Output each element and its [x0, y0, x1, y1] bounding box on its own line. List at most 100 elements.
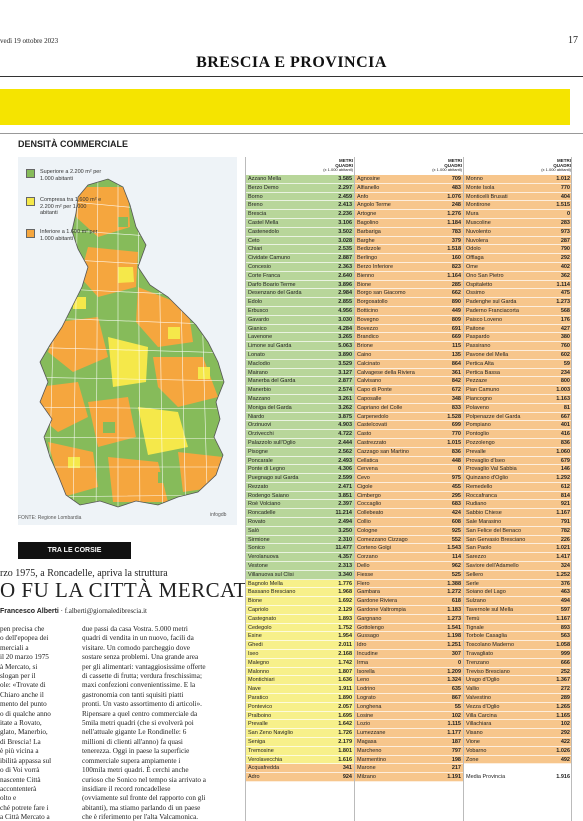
municipality-name: Gavardo: [248, 316, 270, 323]
density-value: 842: [451, 378, 461, 385]
municipality-name: Ghedi: [248, 642, 263, 649]
table-row: Pertica Alta 59: [464, 359, 572, 369]
table-row: Serle 376: [464, 579, 572, 589]
table-row: Cimbergo 295: [355, 491, 463, 501]
density-value: 797: [451, 747, 461, 754]
municipality-name: Paratico: [248, 695, 269, 702]
article-line: glato, Manerbio,: [0, 728, 48, 737]
municipality-name: Rezzato: [248, 483, 269, 490]
table-row: Pavone del Mella 602: [464, 350, 572, 360]
table-row: Pian Camuno 1.003: [464, 386, 572, 395]
municipality-name: Esine: [248, 633, 262, 640]
density-value: 973: [560, 228, 570, 235]
table-row: Poncarale 2.493: [246, 456, 354, 466]
density-value: 4.903: [338, 422, 352, 429]
municipality-name: Barbariga: [357, 228, 381, 235]
table-1-header: METRI QUADRI (x 1.000 abitanti): [323, 158, 353, 173]
municipality-name: Breno: [248, 202, 263, 209]
density-value: 1.114: [556, 281, 570, 288]
municipality-name: Treviso Bresciano: [466, 668, 510, 675]
municipality-name: Chiari: [248, 246, 263, 253]
density-value: 618: [451, 598, 461, 605]
table-row: Calcinato 864: [355, 359, 463, 369]
table-row: Mairano 3.127: [246, 368, 354, 378]
table-row: Bione 285: [355, 280, 463, 290]
municipality-name: Roè Volciano: [248, 501, 281, 508]
table-row: Ghedi 2.011: [246, 641, 354, 651]
municipality-name: Pompiano: [466, 422, 491, 429]
table-row: Passirano 760: [464, 342, 572, 351]
density-value: 2.168: [338, 651, 352, 658]
table-row: Media Provincia 1.916: [464, 773, 572, 782]
table-row: Corzano 114: [355, 553, 463, 563]
density-value: 1.528: [447, 413, 461, 420]
table-row: Mura 0: [464, 210, 572, 219]
density-value: 1.265: [556, 703, 570, 710]
density-value: 427: [560, 325, 570, 332]
table-row: Concesio 2.363: [246, 262, 354, 272]
density-value: 1.541: [447, 624, 461, 631]
table-row: [464, 764, 572, 774]
table-row: Gavardo 3.030: [246, 315, 354, 325]
table-row: Bagnolo Mella 1.776: [246, 579, 354, 589]
density-value: 4.956: [338, 307, 352, 314]
municipality-name: Cedegolo: [248, 624, 272, 631]
article-line: ché potrete fare i: [0, 803, 49, 812]
table-row: Verolavecchia 1.616: [246, 755, 354, 765]
legend-high-label: Superiore a 2.200 m² per 1.000 abitanti: [40, 169, 102, 182]
municipality-name: Castelcovati: [357, 422, 387, 429]
table-row: Visano 292: [464, 729, 572, 738]
municipality-name: Coccaglio: [357, 501, 382, 508]
table-row: Cigole 455: [355, 482, 463, 492]
municipality-name: Dello: [357, 563, 370, 570]
municipality-name: Vione: [466, 739, 480, 745]
table-row: Montichiari 1.636: [246, 676, 354, 686]
density-value: 809: [451, 316, 461, 323]
table-row: Tavernole sul Mella 597: [464, 606, 572, 615]
municipality-name: Vobarno: [466, 747, 487, 754]
table-row: Sale Marasino 791: [464, 518, 572, 527]
table-row: Gottolengo 1.541: [355, 623, 463, 633]
municipality-name: Capo di Ponte: [357, 387, 392, 394]
table-row: Villanuova sul Clisi 3.340: [246, 570, 354, 580]
density-value: 790: [560, 246, 570, 253]
table-row: Marone 217: [355, 764, 463, 774]
municipality-name: Prevalle: [248, 721, 268, 728]
municipality-name: Limone sul Garda: [248, 343, 292, 350]
table-row: Cividate Camuno 2.887: [246, 254, 354, 263]
density-value: 1.026: [556, 747, 570, 754]
density-value: 1.163: [556, 395, 570, 402]
table-row: Orzivecchi 4.722: [246, 430, 354, 439]
municipality-name: Saviore dell'Adamello: [466, 563, 519, 570]
municipality-name: Villachiara: [466, 721, 492, 728]
density-value: 475: [560, 290, 570, 297]
municipality-name: Mura: [466, 211, 479, 218]
municipality-name: Anfo: [357, 193, 369, 200]
table-row: Tremosine 1.801: [246, 746, 354, 756]
density-value: 783: [451, 228, 461, 235]
density-value: 2.011: [338, 642, 352, 649]
density-value: 699: [451, 422, 461, 429]
municipality-name: Idro: [357, 642, 367, 649]
article-headline: O FU LA CITTÀ MERCATO: [0, 578, 263, 602]
density-value: 2.494: [338, 519, 352, 526]
table-row: Isorella 1.209: [355, 667, 463, 677]
municipality-name: Berzo Inferiore: [357, 263, 394, 270]
municipality-name: Pontevico: [248, 703, 273, 710]
municipality-name: San Paolo: [466, 545, 492, 552]
municipality-name: Berlingo: [357, 255, 378, 262]
municipality-name: Bovezzo: [357, 325, 379, 332]
density-value: 102: [560, 721, 570, 728]
table-row: Offlaga 292: [464, 254, 572, 263]
table-row: Seniga 2.179: [246, 738, 354, 747]
table-row: Muscoline 283: [464, 218, 572, 228]
municipality-name: Montirone: [466, 202, 491, 209]
table-row: Adro 924: [246, 773, 354, 782]
density-value: 1.807: [338, 668, 352, 675]
density-value: 248: [451, 202, 461, 209]
municipality-name: Brandico: [357, 334, 379, 341]
table-row: Pontevico 2.057: [246, 702, 354, 712]
municipality-name: Offlaga: [466, 255, 484, 262]
table-row: Ospitaletto 1.114: [464, 280, 572, 290]
article-line: gastronomia con tanti squisiti piatti: [82, 690, 184, 699]
